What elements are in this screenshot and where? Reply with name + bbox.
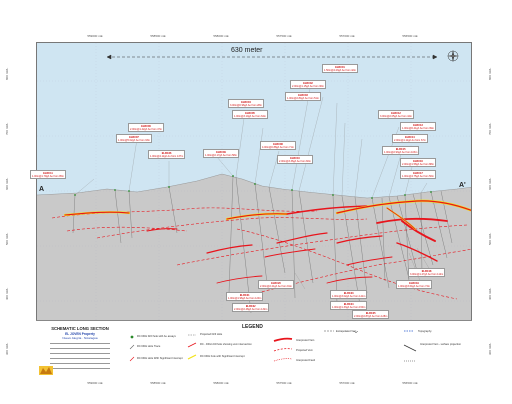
- drill-label: ELRC23 1.00m@3.02g/t Au from 141m: [330, 290, 368, 299]
- legend-item: Extrapolated Vein: [336, 330, 357, 333]
- coord-right: 500 mRL: [488, 232, 492, 245]
- interpreted-veins: [63, 199, 471, 284]
- drill-label: ELRC19 1.00m@3.64g/t Au from 74m: [396, 280, 432, 289]
- drill-label: ELRC02 2.00m@1.15g/t Au from 36m: [290, 80, 326, 89]
- scale-bar: [106, 54, 438, 60]
- coord-top: 558500 mE: [150, 34, 166, 38]
- legend-item: RC DDH Hole With Significant Intercept: [137, 357, 183, 360]
- legend-item: RC DDH Hole Trace: [137, 345, 161, 348]
- legend-panel: LEGEND RC DDH Drill hole with Au assays …: [124, 320, 472, 379]
- title-subtitle: Nuevo Alegría · Nicaragua: [62, 336, 98, 340]
- drill-label: ELRC05 1.00m@3.10g/t Au from 64m: [232, 110, 268, 119]
- drill-label: ELRC12 3.00m@2.05g/t Au from 44m: [378, 110, 414, 119]
- coord-bottom: 559000 mE: [87, 381, 103, 385]
- section-tag-right: A': [459, 182, 466, 189]
- legend-item: Interpreted Fault: [296, 359, 316, 362]
- coord-left: 600 mRL: [5, 177, 9, 190]
- company-logo-icon: [39, 366, 53, 375]
- legend-item: RC - DDH drill hole showing vein interse…: [200, 343, 252, 346]
- drill-label: ELRC13 1.00m@6.41g/t Au from 39m: [400, 122, 436, 131]
- legend-title: LEGEND: [242, 324, 263, 330]
- coord-right: 300 mRL: [488, 342, 492, 355]
- legend-symbols: [129, 330, 417, 362]
- drill-label: ELRC07 1.00m@5.02g/t Au from 33m: [116, 134, 152, 143]
- north-arrow-icon: [447, 50, 459, 62]
- drill-label: ELRC10 2.00m@3.36g/t Au from 82m: [277, 155, 313, 164]
- drill-label: ELRC14 2.00m@1.11g/t Au from 67m: [392, 134, 428, 143]
- coord-right: 600 mRL: [488, 177, 492, 190]
- drill-label: ELRC11 1.00m@1.79g/t Au from 95m: [30, 170, 66, 179]
- drill-label: ELRC01 1.50m@4.23g/t Au from 42m: [322, 64, 358, 73]
- legend-item: Projected Vein: [296, 349, 313, 352]
- coord-bottom: 557000 mE: [339, 381, 355, 385]
- coord-right: 800 mRL: [488, 67, 492, 80]
- drill-label: ELRC26 1.00m@4.11g/t Au from 137m: [148, 150, 186, 159]
- drill-label: ELRC16 2.00m@1.58g/t Au from 88m: [400, 158, 436, 167]
- coord-top: 558000 mE: [213, 34, 229, 38]
- drill-label: ELRC18 3.00m@1.27g/t Au from 112m: [408, 268, 446, 277]
- drill-label: ELRC15 1.00m@2.93g/t Au from 103m: [382, 146, 420, 155]
- coord-top: 557000 mE: [339, 34, 355, 38]
- coord-left: 700 mRL: [5, 122, 9, 135]
- coord-right: 400 mRL: [488, 287, 492, 300]
- coord-bottom: 558500 mE: [150, 381, 166, 385]
- coord-bottom: 558000 mE: [213, 381, 229, 385]
- legend-item: Projected Drill Hole: [200, 333, 223, 336]
- section-tag-left: A: [39, 186, 45, 193]
- drill-label: ELRC20 2.00m@2.21g/t Au from 91m: [258, 280, 294, 289]
- legend-item: RC DDH Drill hole with Au assays: [137, 335, 176, 338]
- drill-label: ELRC21 1.00m@1.96g/t Au from 120m: [226, 292, 264, 301]
- drill-label: ELRC08 4.00m@0.88g/t Au from 71m: [260, 141, 296, 150]
- title-main: SCHEMATIC LONG SECTION: [51, 326, 109, 331]
- drill-label: ELRC03 1.00m@2.84g/t Au from 51m: [285, 92, 321, 101]
- drill-label: ELRC25 2.00m@2.87g/t Au from 128m: [352, 310, 390, 319]
- coord-left: 800 mRL: [5, 67, 9, 80]
- collar-markers: [74, 175, 432, 199]
- drill-label: ELRC09 1.00m@2.17g/t Au from 58m: [203, 149, 239, 158]
- coord-bottom: 557500 mE: [276, 381, 292, 385]
- coord-right: 700 mRL: [488, 122, 492, 135]
- drill-label: ELRC17 1.00m@4.75g/t Au from 56m: [400, 170, 436, 179]
- legend-item: Interpreted Vein - surface projection: [420, 343, 462, 346]
- legend-item: Interpreted Vein: [296, 339, 315, 342]
- coord-top: 556500 mE: [402, 34, 418, 38]
- title-property: EL JOVEN Property: [65, 332, 95, 336]
- coord-top: 559000 mE: [87, 34, 103, 38]
- drill-label: ELRC24 1.00m@1.33g/t Au from 150m: [330, 301, 368, 310]
- coord-left: 400 mRL: [5, 287, 9, 300]
- legend-item: RC DDH hole with Significant Intercept: [200, 355, 245, 358]
- scale-label: 630 meter: [231, 47, 263, 54]
- legend-item: Topography: [418, 330, 432, 333]
- drill-label: ELRC06 2.00m@1.42g/t Au from 47m: [128, 123, 164, 132]
- projected-veins: [51, 207, 471, 300]
- drill-label: ELRC22 2.00m@2.48g/t Au from 132m: [232, 303, 270, 312]
- drill-label: ELRC04 3.00m@0.96g/t Au from 28m: [228, 99, 264, 108]
- coord-top: 557500 mE: [276, 34, 292, 38]
- coord-left: 300 mRL: [5, 342, 9, 355]
- coord-left: 500 mRL: [5, 232, 9, 245]
- coord-bottom: 556500 mE: [402, 381, 418, 385]
